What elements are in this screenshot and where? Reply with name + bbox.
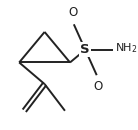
Text: O: O xyxy=(93,80,103,93)
Text: NH$_2$: NH$_2$ xyxy=(115,42,137,55)
Text: O: O xyxy=(68,6,77,19)
Text: S: S xyxy=(80,43,90,56)
